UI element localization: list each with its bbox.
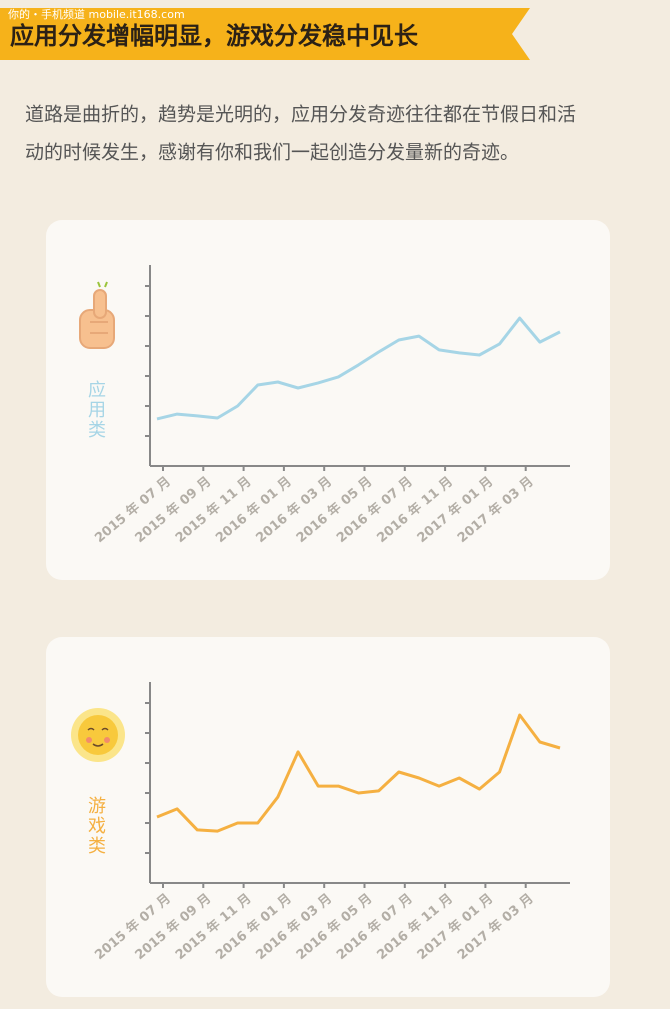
paragraph-line: 道路是曲折的，趋势是光明的，应用分发奇迹往往都在节假日和活 [25,104,576,126]
data-line [156,316,561,421]
title-banner [0,8,530,60]
data-line [156,713,561,833]
title: 应用分发增幅明显，游戏分发稳中见长 [10,22,419,50]
chart-card [46,220,610,580]
series-label: 应用类 [85,380,106,440]
sun-icon [71,708,125,762]
chart-card [46,637,610,997]
thumb-icon [79,281,115,349]
watermark: 你的・手机频道 mobile.it168.com [8,7,185,21]
series-label: 游戏类 [85,796,106,856]
paragraph-line: 动的时候发生，感谢有你和我们一起创造分发量新的奇迹。 [25,142,519,164]
